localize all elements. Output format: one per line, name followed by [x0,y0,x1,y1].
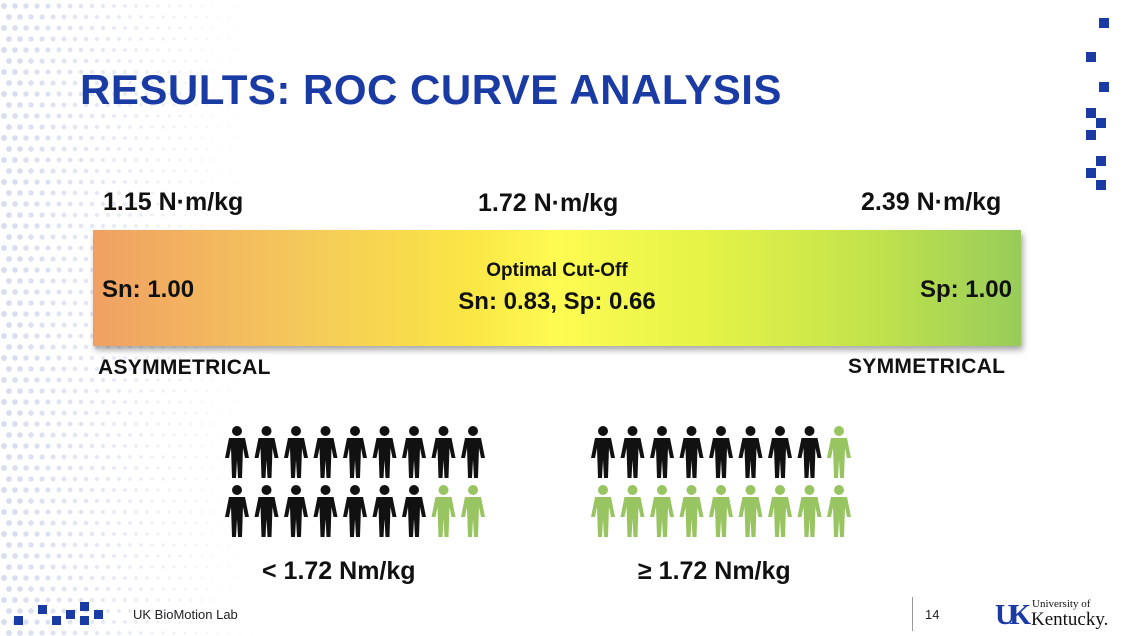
dot-pattern-decoration [1,3,285,636]
group-label-above-cutoff: ≥ 1.72 Nm/kg [638,557,791,585]
person-icon-green [827,485,851,537]
person-icon-black [738,426,763,478]
person-icon-green [768,485,792,537]
person-icon-black [343,426,367,478]
scale-value-right: 2.39 N·m/kg [861,188,1002,216]
person-icon-black [284,426,308,478]
person-icon-green [620,485,645,537]
square-pattern-decoration [1086,18,1109,190]
person-icon-black [620,426,645,478]
optimal-cutoff-heading: Optimal Cut-Off [486,260,628,281]
footer-lab-name: UK BioMotion Lab [133,607,238,622]
person-icon-black [313,426,338,478]
slide-title: RESULTS: ROC CURVE ANALYSIS [80,66,782,113]
person-icon-black [461,426,485,478]
person-icon-green [679,485,704,537]
person-icon-green [431,485,456,537]
page-number: 14 [925,607,940,622]
person-icon-green [461,485,485,537]
people-group-above-cutoff [591,426,851,537]
person-icon-black [313,485,338,537]
uk-logo-mark: UK [995,600,1031,631]
person-icon-black [284,485,308,537]
person-icon-black [254,426,279,478]
footer-square-decoration [14,602,103,625]
person-icon-green [591,485,615,537]
person-icon-black [225,426,249,478]
person-icon-green [797,485,822,537]
symmetrical-label: SYMMETRICAL [848,355,1006,378]
scale-value-center: 1.72 N·m/kg [478,189,619,217]
people-group-below-cutoff [225,426,485,537]
person-icon-green [709,485,733,537]
person-icon-black [650,426,674,478]
group-label-below-cutoff: < 1.72 Nm/kg [262,557,416,585]
sensitivity-label: Sn: 1.00 [102,276,195,303]
person-icon-black [343,485,367,537]
person-icon-green [738,485,763,537]
asymmetrical-label: ASYMMETRICAL [98,356,271,379]
person-icon-black [372,485,397,537]
person-icon-black [225,485,249,537]
specificity-label: Sp: 1.00 [919,276,1012,303]
scale-value-left: 1.15 N·m/kg [103,188,244,216]
person-icon-black [402,426,426,478]
person-icon-black [254,485,279,537]
person-icon-black [768,426,792,478]
person-icon-black [679,426,704,478]
person-icon-black [797,426,822,478]
gradient-scale-bar: Sn: 1.00 Optimal Cut-Off Sn: 0.83, Sp: 0… [93,230,1021,346]
uk-logo-line2: Kentucky. [1031,609,1109,630]
optimal-cutoff-values: Sn: 0.83, Sp: 0.66 [458,288,656,315]
person-icon-black [591,426,615,478]
person-icon-black [372,426,397,478]
person-icon-black [709,426,733,478]
person-icon-green [827,426,851,478]
person-icon-black [402,485,426,537]
person-icon-black [431,426,456,478]
person-icon-green [650,485,674,537]
university-logo: UK University of Kentucky. [995,598,1115,632]
uk-logo-line1: University of [1032,598,1091,610]
footer-divider [912,597,913,631]
